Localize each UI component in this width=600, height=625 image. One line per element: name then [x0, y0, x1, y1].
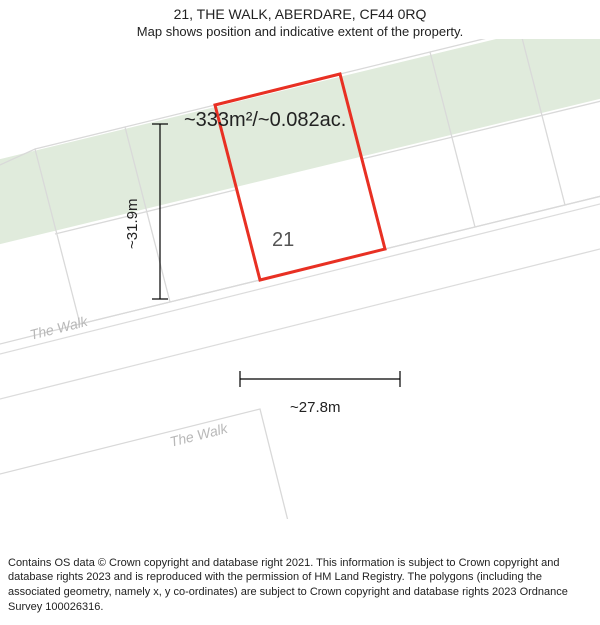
- header: 21, THE WALK, ABERDARE, CF44 0RQ Map sho…: [0, 0, 600, 39]
- house-number: 21: [272, 229, 294, 252]
- dimension-horizontal-label: ~27.8m: [290, 399, 340, 416]
- copyright-footer: Contains OS data © Crown copyright and d…: [0, 550, 600, 625]
- map-subtitle: Map shows position and indicative extent…: [0, 24, 600, 39]
- area-label: ~333m²/~0.082ac.: [184, 109, 346, 132]
- map-area: ~333m²/~0.082ac. 21 ~31.9m ~27.8m The Wa…: [0, 39, 600, 519]
- address-title: 21, THE WALK, ABERDARE, CF44 0RQ: [0, 6, 600, 22]
- dimension-vertical-label: ~31.9m: [124, 199, 141, 249]
